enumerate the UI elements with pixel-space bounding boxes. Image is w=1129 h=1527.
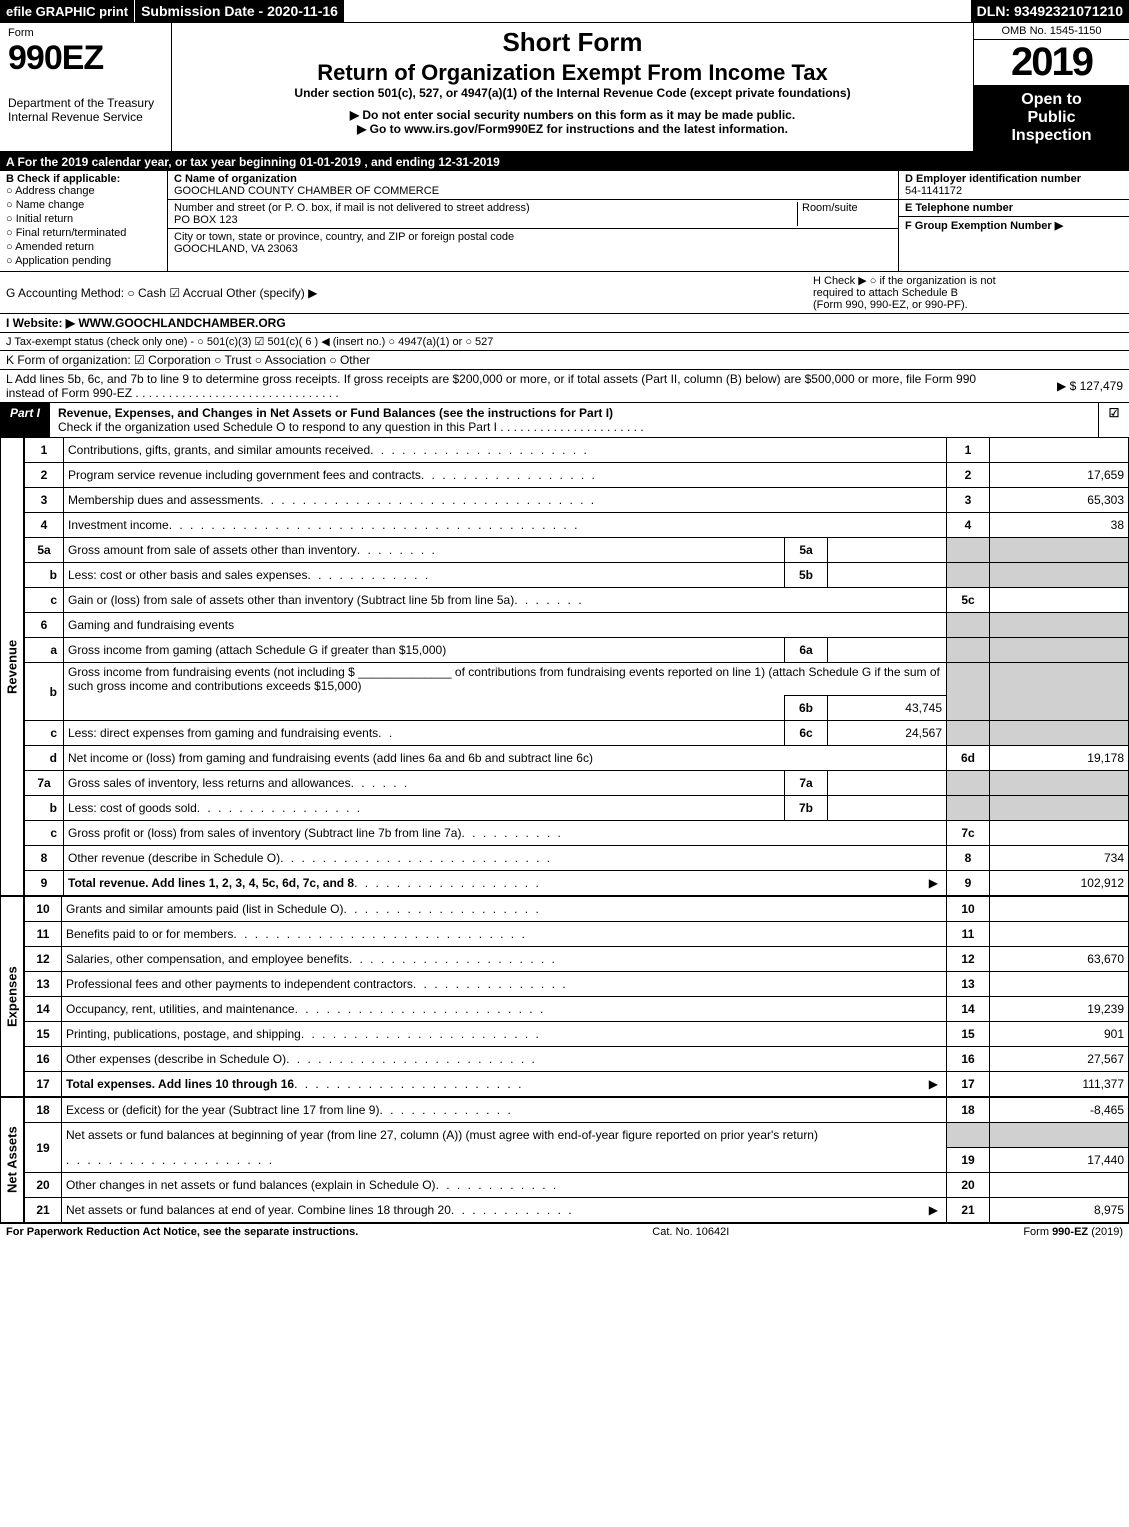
chk-initial-return[interactable]: Initial return <box>6 213 161 225</box>
line-11: 11Benefits paid to or for members . . . … <box>25 922 1129 947</box>
line-7a: 7a Gross sales of inventory, less return… <box>25 771 1129 796</box>
part-1-sub: Check if the organization used Schedule … <box>58 420 1092 434</box>
b-header: B Check if applicable: <box>6 173 161 185</box>
revenue-side-label: Revenue <box>0 437 24 896</box>
dln: DLN: 93492321071210 <box>971 0 1129 22</box>
line-16: 16Other expenses (describe in Schedule O… <box>25 1047 1129 1072</box>
tax-year: 2019 <box>974 40 1129 85</box>
ssn-warning: ▶ Do not enter social security numbers o… <box>182 108 963 122</box>
f-group-label: F Group Exemption Number ▶ <box>905 219 1123 232</box>
page-footer: For Paperwork Reduction Act Notice, see … <box>0 1223 1129 1240</box>
g-accounting: G Accounting Method: ○ Cash ☑ Accrual Ot… <box>6 286 813 300</box>
irs-label: Internal Revenue Service <box>8 110 163 124</box>
line-1: 1 Contributions, gifts, grants, and simi… <box>25 438 1129 463</box>
form-ref: Form 990-EZ (2019) <box>1023 1226 1123 1238</box>
open-public-inspection: Open to Public Inspection <box>974 85 1129 151</box>
part-1-tab: Part I <box>0 403 52 437</box>
submission-date: Submission Date - 2020-11-16 <box>134 0 344 22</box>
line-19: 19Net assets or fund balances at beginni… <box>25 1123 1129 1148</box>
line-18: 18Excess or (deficit) for the year (Subt… <box>25 1098 1129 1123</box>
line-21: 21Net assets or fund balances at end of … <box>25 1198 1129 1223</box>
paperwork-notice: For Paperwork Reduction Act Notice, see … <box>6 1226 358 1238</box>
h-line1: H Check ▶ ○ if the organization is not <box>813 274 1123 287</box>
line-5b: b Less: cost or other basis and sales ex… <box>25 563 1129 588</box>
line-2: 2 Program service revenue including gove… <box>25 463 1129 488</box>
line-5c: c Gain or (loss) from sale of assets oth… <box>25 588 1129 613</box>
dept-treasury: Department of the Treasury <box>8 96 163 110</box>
org-name: GOOCHLAND COUNTY CHAMBER OF COMMERCE <box>174 185 892 197</box>
line-5a: 5a Gross amount from sale of assets othe… <box>25 538 1129 563</box>
line-10: 10Grants and similar amounts paid (list … <box>25 897 1129 922</box>
h-line3: (Form 990, 990-EZ, or 990-PF). <box>813 299 1123 311</box>
omb-number: OMB No. 1545-1150 <box>974 23 1129 40</box>
chk-name-change[interactable]: Name change <box>6 199 161 211</box>
netassets-side-label: Net Assets <box>0 1097 24 1223</box>
row-i-website: I Website: ▶ WWW.GOOCHLANDCHAMBER.ORG <box>0 314 1129 333</box>
short-form-title: Short Form <box>182 27 963 58</box>
under-section: Under section 501(c), 527, or 4947(a)(1)… <box>182 86 963 100</box>
c-city-label: City or town, state or province, country… <box>174 231 892 243</box>
line-7b: b Less: cost of goods sold . . . . . . .… <box>25 796 1129 821</box>
line-9: 9 Total revenue. Add lines 1, 2, 3, 4, 5… <box>25 871 1129 896</box>
chk-final-return[interactable]: Final return/terminated <box>6 227 161 239</box>
revenue-table: 1 Contributions, gifts, grants, and simi… <box>24 437 1129 896</box>
e-phone-label: E Telephone number <box>905 202 1123 214</box>
part-1-header: Part I Revenue, Expenses, and Changes in… <box>0 403 1129 437</box>
line-13: 13Professional fees and other payments t… <box>25 972 1129 997</box>
part-1-title: Revenue, Expenses, and Changes in Net As… <box>58 406 1092 420</box>
chk-address-change[interactable]: Address change <box>6 185 161 197</box>
row-j-tax-exempt: J Tax-exempt status (check only one) - ○… <box>0 333 1129 351</box>
org-city: GOOCHLAND, VA 23063 <box>174 243 892 255</box>
line-4: 4 Investment income . . . . . . . . . . … <box>25 513 1129 538</box>
chk-amended-return[interactable]: Amended return <box>6 241 161 253</box>
row-l-gross-receipts: L Add lines 5b, 6c, and 7b to line 9 to … <box>0 370 1129 403</box>
row-k-org-form: K Form of organization: ☑ Corporation ○ … <box>0 351 1129 370</box>
header-block-bcdef: B Check if applicable: Address change Na… <box>0 171 1129 272</box>
line-12: 12Salaries, other compensation, and empl… <box>25 947 1129 972</box>
line-19b: . . . . . . . . . . . . . . . . . . . .1… <box>25 1148 1129 1173</box>
line-20: 20Other changes in net assets or fund ba… <box>25 1173 1129 1198</box>
website-value[interactable]: I Website: ▶ WWW.GOOCHLANDCHAMBER.ORG <box>6 316 286 330</box>
goto-link[interactable]: ▶ Go to www.irs.gov/Form990EZ for instru… <box>182 122 963 136</box>
line-8: 8 Other revenue (describe in Schedule O)… <box>25 846 1129 871</box>
expenses-table: 10Grants and similar amounts paid (list … <box>24 896 1129 1097</box>
d-ein-label: D Employer identification number <box>905 173 1123 185</box>
org-address: PO BOX 123 <box>174 214 797 226</box>
line-6: 6 Gaming and fundraising events <box>25 613 1129 638</box>
line-6b: b Gross income from fundraising events (… <box>25 663 1129 696</box>
ein-value: 54-1141172 <box>905 185 1123 197</box>
expenses-side-label: Expenses <box>0 896 24 1097</box>
line-3: 3 Membership dues and assessments . . . … <box>25 488 1129 513</box>
top-bar: efile GRAPHIC print Submission Date - 20… <box>0 0 1129 23</box>
line-17: 17Total expenses. Add lines 10 through 1… <box>25 1072 1129 1097</box>
room-suite-label: Room/suite <box>797 202 892 226</box>
cat-no: Cat. No. 10642I <box>652 1226 729 1238</box>
part-1-checkbox[interactable]: ☑ <box>1098 403 1129 437</box>
line-6d: d Net income or (loss) from gaming and f… <box>25 746 1129 771</box>
line-6c: c Less: direct expenses from gaming and … <box>25 721 1129 746</box>
line-14: 14Occupancy, rent, utilities, and mainte… <box>25 997 1129 1022</box>
form-word: Form <box>8 27 163 39</box>
c-addr-label: Number and street (or P. O. box, if mail… <box>174 202 797 214</box>
form-number: 990EZ <box>8 39 163 78</box>
efile-label[interactable]: efile GRAPHIC print <box>0 0 134 22</box>
l-amount: ▶ $ 127,479 <box>1003 379 1123 393</box>
return-title: Return of Organization Exempt From Incom… <box>182 60 963 86</box>
form-header: Form 990EZ Department of the Treasury In… <box>0 23 1129 153</box>
netassets-table: 18Excess or (deficit) for the year (Subt… <box>24 1097 1129 1223</box>
line-6a: a Gross income from gaming (attach Sched… <box>25 638 1129 663</box>
c-name-label: C Name of organization <box>174 173 892 185</box>
row-a-tax-year: A For the 2019 calendar year, or tax yea… <box>0 153 1129 171</box>
h-line2: required to attach Schedule B <box>813 287 1123 299</box>
line-15: 15Printing, publications, postage, and s… <box>25 1022 1129 1047</box>
row-g-h: G Accounting Method: ○ Cash ☑ Accrual Ot… <box>0 272 1129 314</box>
chk-application-pending[interactable]: Application pending <box>6 255 161 267</box>
line-7c: c Gross profit or (loss) from sales of i… <box>25 821 1129 846</box>
